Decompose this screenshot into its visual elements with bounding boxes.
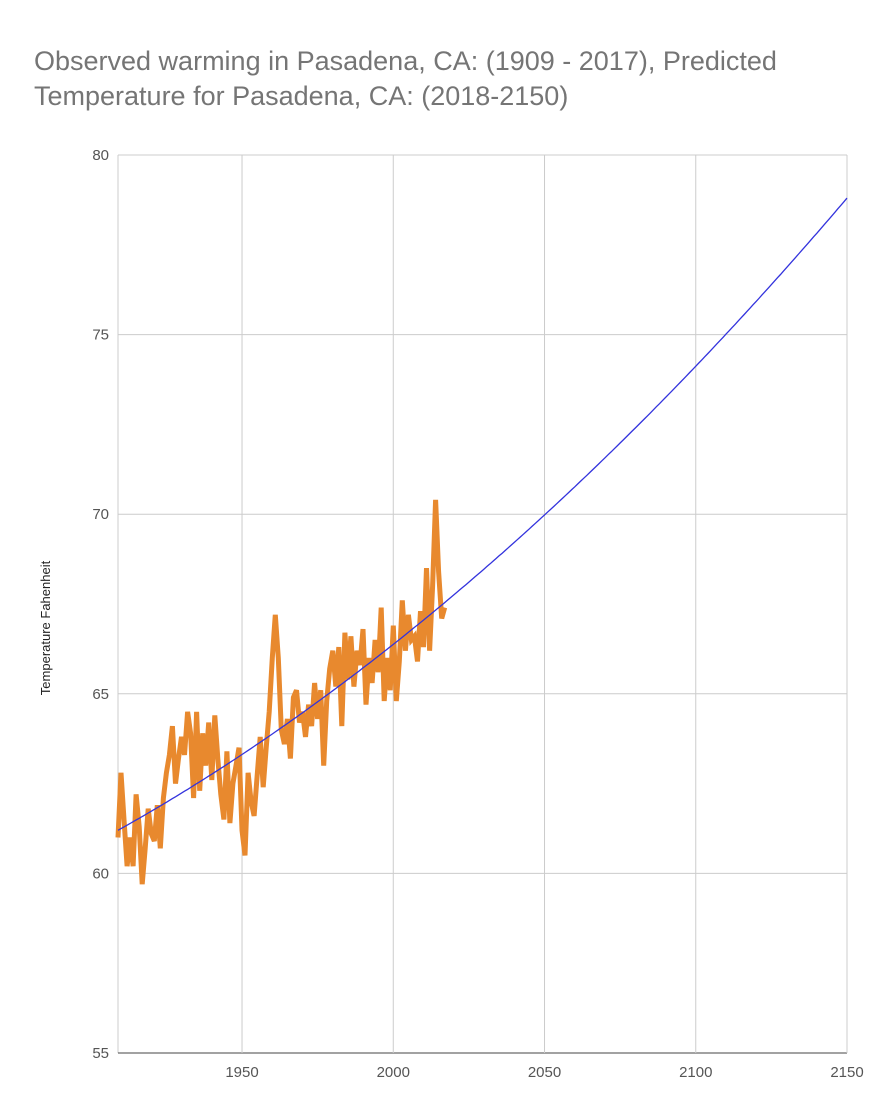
x-tick-label: 1950	[225, 1064, 258, 1081]
series-layer	[115, 197, 848, 885]
predicted-temperature-curve	[117, 197, 848, 831]
y-axis-label: Temperature Fahenheit	[38, 560, 53, 695]
x-tick-label: 2000	[377, 1064, 410, 1081]
tick-labels: 55 60 65 70 75 80 1950 2000 2050 2100 2150	[92, 147, 863, 1081]
chart-title-line-1: Observed warming in Pasadena, CA: (1909 …	[34, 46, 777, 76]
y-tick-label: 75	[92, 327, 109, 344]
y-tick-label: 55	[92, 1045, 109, 1062]
y-tick-label: 60	[92, 865, 109, 882]
x-tick-label: 2100	[679, 1064, 712, 1081]
observed-temperature-line	[115, 499, 448, 885]
x-tick-label: 2050	[528, 1064, 561, 1081]
chart-title: Observed warming in Pasadena, CA: (1909 …	[34, 44, 874, 114]
y-tick-label: 70	[92, 506, 109, 523]
y-tick-label: 65	[92, 686, 109, 703]
y-tick-label: 80	[92, 147, 109, 164]
grid-lines	[117, 154, 848, 1054]
chart-title-line-2: Temperature for Pasadena, CA: (2018-2150…	[34, 81, 569, 111]
x-tick-label: 2150	[830, 1064, 863, 1081]
